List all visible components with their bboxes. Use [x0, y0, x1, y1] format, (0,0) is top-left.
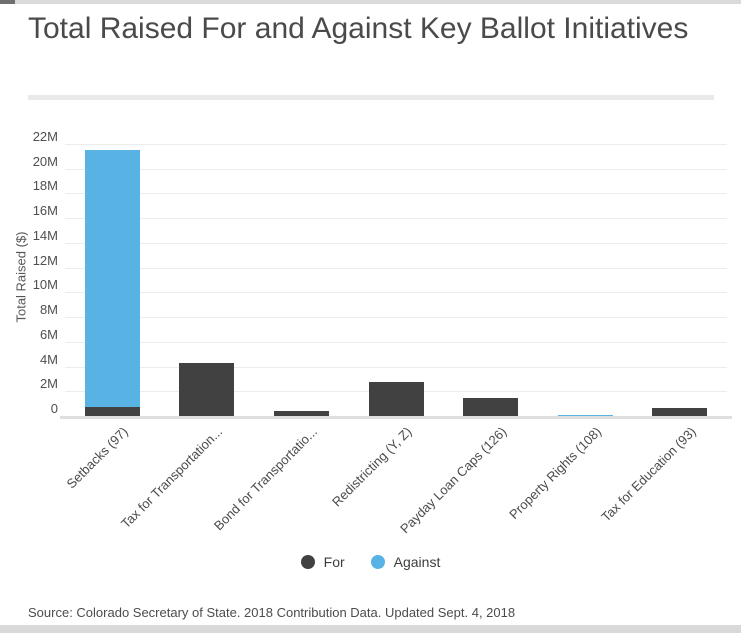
legend-label-for: For — [323, 554, 345, 570]
title-divider — [28, 95, 714, 100]
source-note: Source: Colorado Secretary of State. 201… — [28, 605, 516, 620]
for-swatch-icon — [300, 555, 315, 569]
legend-item-against: Against — [370, 554, 441, 570]
gridline-12M — [65, 267, 727, 269]
bar-for-5[interactable] — [463, 398, 519, 417]
y-tick-label-22M: 22M — [32, 129, 58, 144]
legend: For Against — [0, 554, 741, 570]
bar-for-3[interactable] — [273, 410, 329, 417]
x-category-label-2: Tax for Transportation... — [118, 424, 226, 532]
y-tick-label-20M: 20M — [32, 153, 58, 169]
y-tick-label-12M: 12M — [32, 252, 58, 268]
y-tick-label-14M: 14M — [32, 227, 58, 243]
x-category-label-5: Payday Loan Caps (126) — [396, 424, 510, 537]
bar-for-7[interactable] — [652, 408, 708, 417]
gridline-18M — [65, 193, 727, 195]
y-tick-label-6M: 6M — [39, 326, 58, 342]
gridline-22M — [65, 144, 727, 145]
against-swatch-icon — [370, 555, 385, 569]
bar-against-6[interactable] — [557, 414, 613, 417]
x-category-label-7: Tax for Education (93) — [597, 424, 699, 525]
gridline-14M — [65, 242, 727, 244]
bar-for-1[interactable] — [84, 407, 140, 417]
legend-item-for: For — [300, 554, 345, 570]
bar-for-4[interactable] — [368, 382, 424, 417]
gridline-16M — [65, 218, 727, 220]
bottom-divider — [0, 625, 741, 633]
bar-against-1[interactable] — [84, 149, 140, 408]
x-category-label-3: Bond for Transportatio... — [210, 424, 321, 534]
chart-title: Total Raised For and Against Key Ballot … — [28, 12, 689, 45]
legend-label-against: Against — [393, 554, 441, 570]
bar-for-2[interactable] — [179, 362, 235, 417]
x-category-label-6: Property Rights (108) — [505, 424, 604, 522]
y-tick-label-8M: 8M — [39, 302, 58, 318]
y-tick-label-0: 0 — [50, 401, 58, 416]
gridline-8M — [65, 317, 727, 319]
x-category-label-1: Setbacks (97) — [63, 424, 131, 492]
top-divider — [0, 0, 741, 4]
x-axis-baseline — [60, 416, 732, 419]
gridline-4M — [65, 366, 727, 368]
plot-area — [65, 144, 727, 417]
top-divider-notch — [0, 0, 15, 4]
gridline-20M — [65, 168, 727, 170]
gridline-10M — [65, 292, 727, 294]
y-tick-label-18M: 18M — [32, 178, 58, 194]
y-tick-label-16M: 16M — [32, 203, 58, 219]
gridline-6M — [65, 341, 727, 343]
y-tick-label-2M: 2M — [39, 376, 58, 392]
x-category-label-4: Redistricting (Y, Z) — [329, 424, 415, 510]
y-tick-label-10M: 10M — [32, 277, 58, 293]
y-tick-label-4M: 4M — [39, 351, 58, 367]
